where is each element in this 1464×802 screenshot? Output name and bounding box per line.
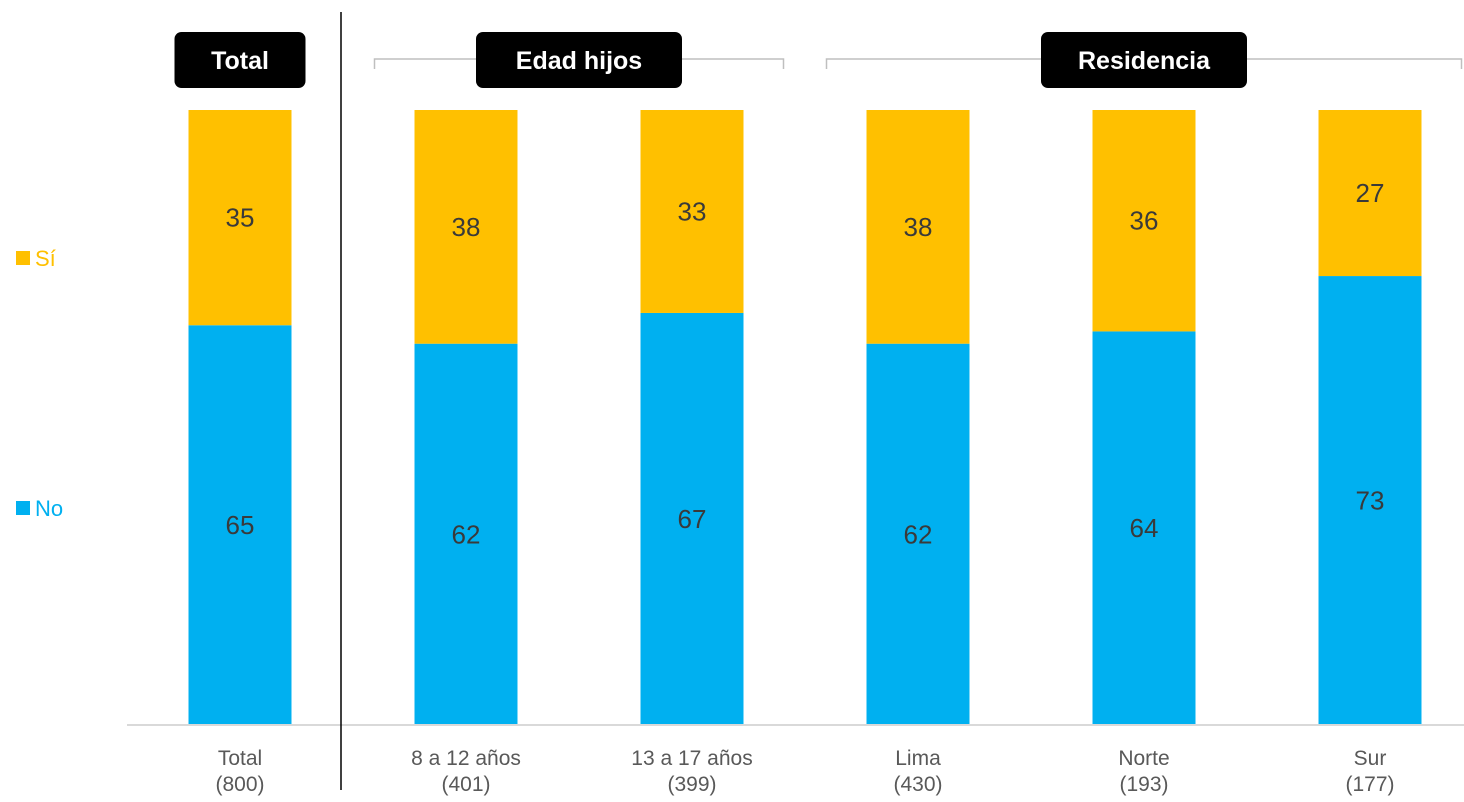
value-label-si-0: 35 [226, 203, 255, 233]
category-count-3: (430) [893, 773, 942, 796]
bar-si-3 [866, 110, 970, 344]
category-label-4: Norte [1118, 747, 1169, 770]
value-label-no-2: 67 [678, 504, 707, 534]
bar-si-4 [1092, 110, 1196, 332]
category-label-1: 8 a 12 años [411, 747, 521, 770]
value-label-si-2: 33 [678, 196, 707, 226]
group-header-label-2: Residencia [1078, 47, 1211, 75]
legend-label-si: Sí [35, 246, 56, 271]
category-label-5: Sur [1354, 747, 1387, 770]
group-header-box-1 [476, 32, 682, 88]
group-header-label-0: Total [211, 47, 269, 75]
bar-si-0 [188, 110, 292, 326]
bar-si-1 [414, 110, 518, 344]
category-count-4: (193) [1119, 773, 1168, 796]
bars [188, 110, 1422, 725]
category-count-5: (177) [1345, 773, 1394, 796]
legend-swatch-si [16, 251, 30, 265]
bar-no-4 [1092, 331, 1196, 725]
bar-no-0 [188, 325, 292, 725]
value-label-no-1: 62 [452, 519, 481, 549]
x-axis: Total (800) 8 a 12 años (401) 13 a 17 años (3… [127, 724, 1464, 796]
group-header-box-0 [174, 32, 306, 88]
category-count-0: (800) [215, 773, 264, 796]
legend: Sí No [16, 246, 63, 521]
value-label-no-0: 65 [226, 510, 255, 540]
bar-no-2 [640, 312, 744, 725]
value-labels: 65 35 62 38 67 33 62 38 64 36 73 27 [226, 178, 1385, 549]
value-label-si-3: 38 [904, 212, 933, 242]
category-label-0: Total [218, 747, 262, 770]
group-headers: Total Edad hijos Residencia [174, 12, 1463, 790]
group-header-box-2 [1041, 32, 1247, 88]
category-count-2: (399) [667, 773, 716, 796]
legend-swatch-no [16, 501, 30, 515]
value-label-no-5: 73 [1356, 486, 1385, 516]
category-label-2: 13 a 17 años [631, 747, 752, 770]
value-label-no-3: 62 [904, 519, 933, 549]
value-label-si-4: 36 [1130, 206, 1159, 236]
category-label-3: Lima [895, 747, 941, 770]
value-label-si-5: 27 [1356, 178, 1385, 208]
legend-label-no: No [35, 496, 63, 521]
bar-no-5 [1318, 276, 1422, 725]
group-header-label-1: Edad hijos [516, 47, 642, 75]
bar-si-2 [640, 110, 744, 313]
value-label-si-1: 38 [452, 212, 481, 242]
value-label-no-4: 64 [1130, 513, 1159, 543]
category-count-1: (401) [441, 773, 490, 796]
bar-no-1 [414, 343, 518, 725]
bar-si-5 [1318, 110, 1422, 277]
bar-no-3 [866, 343, 970, 725]
